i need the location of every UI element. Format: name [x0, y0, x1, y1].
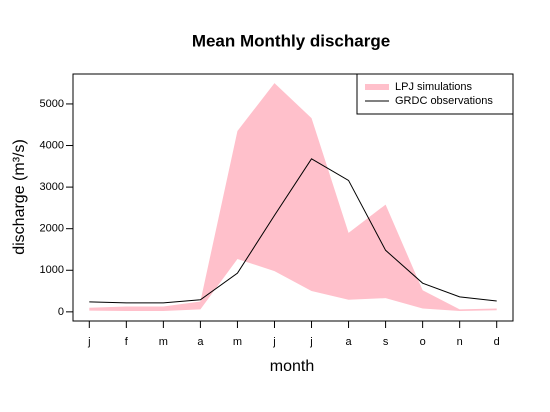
band-area	[89, 83, 497, 312]
plot-frame	[72, 73, 514, 322]
y-tick-label: 1000	[40, 264, 64, 276]
x-tick-label: m	[159, 336, 168, 348]
y-tick-label: 4000	[40, 139, 64, 151]
x-tick-label: m	[233, 336, 242, 348]
x-tick-label: f	[125, 336, 129, 348]
legend-box	[356, 73, 514, 115]
x-tick-label: a	[197, 336, 204, 348]
x-tick-label: s	[383, 336, 389, 348]
x-tick-label: o	[420, 336, 426, 348]
chart-title: Mean Monthly discharge	[192, 31, 390, 50]
y-tick-label: 5000	[40, 98, 64, 110]
legend-label: GRDC observations	[395, 95, 493, 107]
y-tick-label: 0	[58, 306, 64, 318]
line	[89, 158, 497, 304]
legend-label: LPJ simulations	[395, 81, 473, 93]
x-tick-label: j	[272, 336, 275, 348]
x-tick-label: n	[457, 336, 463, 348]
y-tick-label: 2000	[40, 223, 64, 235]
x-axis-title: month	[270, 358, 314, 375]
x-tick-label: d	[494, 336, 500, 348]
x-tick-label: a	[345, 336, 352, 348]
x-tick-label: j	[87, 336, 90, 348]
y-tick-label: 3000	[40, 181, 64, 193]
y-axis-title: discharge (m³/s)	[11, 139, 28, 255]
x-tick-label: j	[309, 336, 312, 348]
